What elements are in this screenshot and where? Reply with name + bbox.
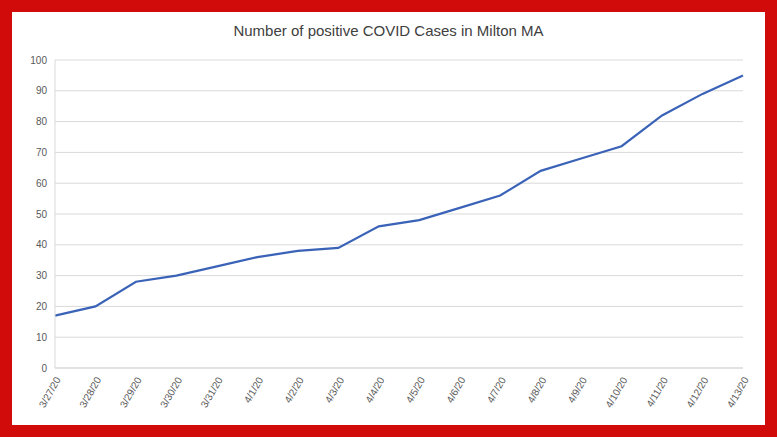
svg-text:3/28/20: 3/28/20	[77, 375, 103, 410]
svg-text:4/4/20: 4/4/20	[363, 375, 387, 405]
svg-text:4/7/20: 4/7/20	[485, 375, 509, 405]
svg-text:100: 100	[30, 55, 47, 66]
svg-text:80: 80	[36, 116, 48, 127]
svg-text:30: 30	[36, 270, 48, 281]
svg-text:4/13/20: 4/13/20	[725, 375, 751, 410]
svg-text:4/6/20: 4/6/20	[444, 375, 468, 405]
svg-text:4/12/20: 4/12/20	[684, 375, 710, 410]
svg-text:3/27/20: 3/27/20	[37, 375, 63, 410]
svg-text:4/5/20: 4/5/20	[404, 375, 428, 405]
svg-text:4/10/20: 4/10/20	[603, 375, 629, 410]
svg-text:50: 50	[36, 209, 48, 220]
svg-text:90: 90	[36, 85, 48, 96]
svg-text:4/3/20: 4/3/20	[323, 375, 347, 405]
svg-text:3/29/20: 3/29/20	[118, 375, 144, 410]
svg-text:70: 70	[36, 147, 48, 158]
svg-text:4/2/20: 4/2/20	[282, 375, 306, 405]
svg-text:20: 20	[36, 301, 48, 312]
svg-text:60: 60	[36, 178, 48, 189]
svg-text:3/31/20: 3/31/20	[199, 375, 225, 410]
html-text:Number of positive COVID Cases: Number of positive COVID Cases in Milton…	[233, 22, 544, 39]
svg-text:4/1/20: 4/1/20	[242, 375, 266, 405]
svg-text:4/9/20: 4/9/20	[566, 375, 590, 405]
svg-text:4/11/20: 4/11/20	[644, 375, 670, 409]
svg-text:3/30/20: 3/30/20	[158, 375, 184, 410]
svg-text:40: 40	[36, 239, 48, 250]
svg-text:0: 0	[41, 363, 47, 374]
svg-text:4/8/20: 4/8/20	[525, 375, 549, 405]
svg-text:10: 10	[36, 332, 48, 343]
